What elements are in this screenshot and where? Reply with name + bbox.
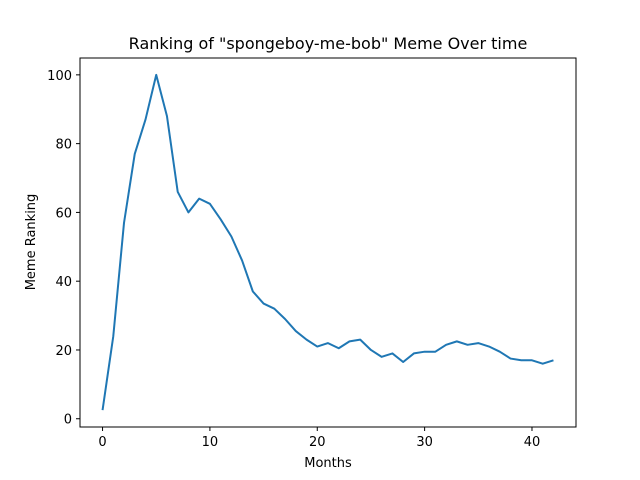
y-axis-ticks: 0 20 40 60 80 100 <box>47 69 80 428</box>
y-tick-label: 100 <box>47 69 72 84</box>
y-tick-label: 80 <box>55 138 72 153</box>
plot-area <box>101 73 554 411</box>
x-tick-label: 0 <box>98 435 106 450</box>
x-tick-label: 30 <box>416 435 433 450</box>
chart-title: Ranking of "spongeboy-me-bob" Meme Over … <box>129 34 528 53</box>
y-tick-label: 60 <box>55 206 72 221</box>
x-axis-label: Months <box>304 456 352 471</box>
y-tick-label: 40 <box>55 275 72 290</box>
y-tick-label: 20 <box>55 344 72 359</box>
plot-frame <box>79 57 577 428</box>
x-tick-label: 40 <box>524 435 541 450</box>
y-tick-label: 0 <box>64 413 72 428</box>
series-line-0 <box>101 73 554 411</box>
x-axis-ticks: 0 10 20 30 40 <box>98 427 540 450</box>
y-axis-label: Meme Ranking <box>24 194 39 291</box>
x-tick-label: 10 <box>202 435 219 450</box>
x-tick-label: 20 <box>309 435 326 450</box>
